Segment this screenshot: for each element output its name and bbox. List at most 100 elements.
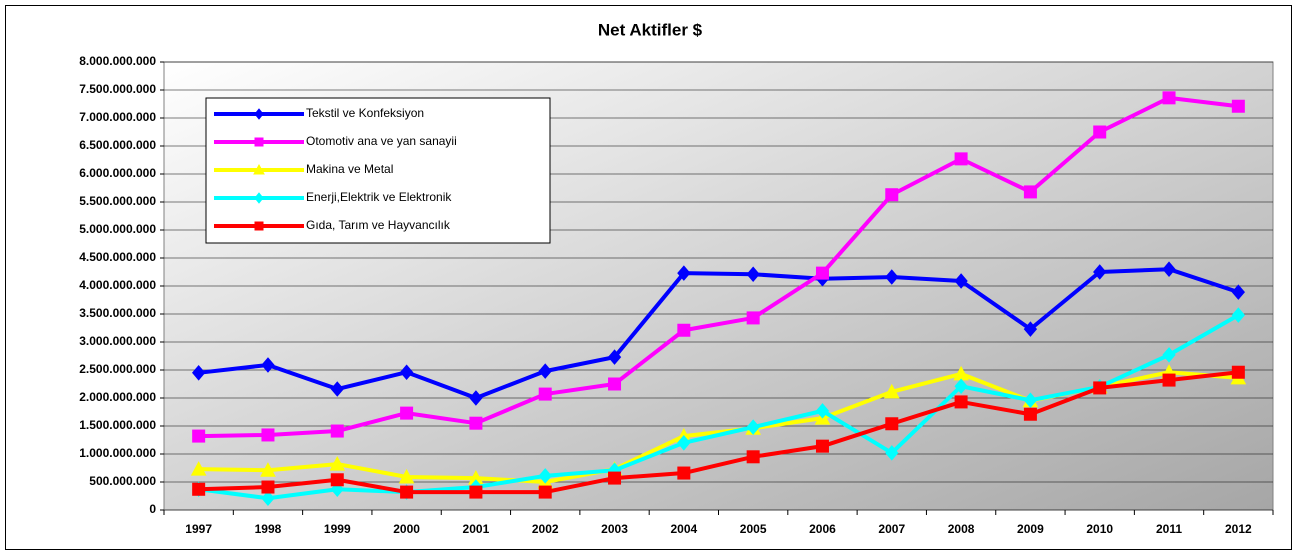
data-point [608,377,622,391]
data-point [677,265,691,281]
x-tick-label: 2001 [463,522,490,536]
data-point [1023,185,1037,199]
legend-marker [254,137,264,147]
legend-marker [254,108,264,120]
x-tick-label: 1999 [324,522,351,536]
data-point [815,266,829,280]
data-point [1231,307,1246,323]
x-tick-label: 1997 [185,522,212,536]
x-tick-label: 2007 [878,522,905,536]
y-tick-label: 3.000.000.000 [79,334,156,348]
data-point [815,439,829,453]
data-point [261,480,275,494]
data-point [1023,407,1037,421]
x-tick-label: 2003 [601,522,628,536]
data-point [1093,125,1107,139]
x-tick-label: 2010 [1086,522,1113,536]
data-point [746,419,760,435]
data-point [885,445,899,461]
data-point [400,485,414,499]
y-tick-label: 4.000.000.000 [79,278,156,292]
data-point [330,381,344,397]
data-point [885,188,899,202]
x-tick-label: 2002 [532,522,559,536]
data-point [677,435,691,451]
data-point [190,461,207,476]
y-tick-label: 6.500.000.000 [79,138,156,152]
x-tick-label: 2000 [393,522,420,536]
data-point [1093,264,1107,280]
legend-marker [253,163,265,175]
data-point [1162,91,1176,105]
data-point [746,311,760,325]
data-point [885,269,899,285]
data-point [677,466,691,480]
data-point [399,364,414,381]
data-point [1162,347,1176,363]
data-point [954,273,968,289]
data-point [192,482,206,496]
data-point [1231,365,1245,379]
legend-label: Gıda, Tarım ve Hayvancılık [306,218,451,232]
data-point [883,383,900,399]
data-point [329,456,346,471]
y-tick-label: 3.500.000.000 [79,306,156,320]
data-point [400,406,414,420]
y-tick-label: 7.500.000.000 [79,82,156,96]
y-tick-label: 5.500.000.000 [79,194,156,208]
series-line [198,95,1239,439]
data-point [538,468,552,484]
legend-marker [254,221,264,231]
y-tick-label: 4.500.000.000 [79,250,156,264]
data-point [954,152,968,166]
x-tick-label: 2011 [1156,522,1182,536]
data-point [885,417,899,431]
data-point [1231,284,1246,300]
legend-label: Tekstil ve Konfeksiyon [306,106,424,120]
data-point [260,462,276,477]
y-tick-label: 6.000.000.000 [79,166,156,180]
y-tick-label: 1.500.000.000 [79,418,156,432]
x-tick-label: 2004 [670,522,697,536]
data-point [330,424,344,438]
data-point [954,395,968,409]
data-point [538,363,552,379]
data-point [469,390,483,406]
legend-label: Makina ve Metal [306,162,393,176]
data-point [538,387,552,401]
series-line [198,313,1240,501]
y-tick-label: 8.000.000.000 [79,54,156,68]
x-tick-label: 2006 [809,522,836,536]
data-point [1023,392,1038,409]
data-point [469,485,483,499]
data-point [746,266,760,283]
data-point [954,378,968,395]
data-point [1162,373,1176,387]
data-point [1093,381,1107,395]
data-point [1231,99,1245,113]
data-point [261,428,275,442]
legend-label: Otomotiv ana ve yan sanayii [306,134,457,148]
x-tick-label: 2012 [1225,522,1252,536]
y-tick-label: 0 [149,502,156,516]
data-point [608,471,622,485]
y-tick-label: 7.000.000.000 [79,110,156,124]
data-point [469,416,483,430]
legend-label: Enerji,Elektrik ve Elektronik [306,190,452,204]
data-point [398,468,415,484]
data-point [192,429,206,443]
data-point [815,403,830,419]
data-point [677,323,691,337]
series-line [198,267,1239,400]
data-point [746,450,760,464]
x-tick-label: 1998 [255,522,282,536]
legend-marker [254,192,264,204]
x-tick-label: 2009 [1017,522,1044,536]
y-tick-label: 500.000.000 [89,474,156,488]
data-point [261,357,275,373]
y-tick-label: 2.000.000.000 [79,390,156,404]
data-point [191,365,206,381]
data-point [1023,321,1038,337]
